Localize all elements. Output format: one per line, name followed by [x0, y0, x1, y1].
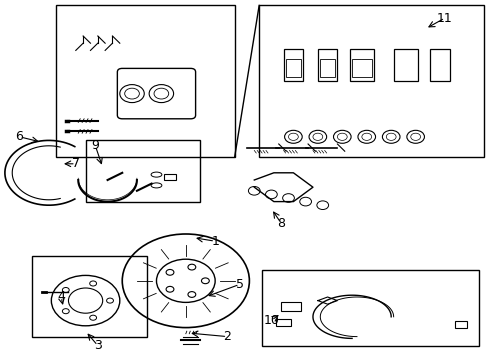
Bar [320, 59, 334, 77]
Bar [317, 49, 337, 81]
Bar [393, 49, 417, 81]
Text: 1: 1 [211, 235, 219, 248]
Text: 4: 4 [57, 291, 65, 303]
Text: 5: 5 [235, 278, 243, 291]
Text: 9: 9 [91, 139, 99, 152]
Bar [285, 59, 300, 77]
Bar [429, 49, 449, 81]
Text: 10: 10 [263, 314, 279, 327]
Bar [261, 270, 478, 346]
Bar [283, 49, 303, 81]
Bar [32, 256, 146, 337]
Bar [85, 140, 200, 202]
Bar [259, 5, 483, 157]
Text: 11: 11 [436, 12, 452, 24]
Text: 6: 6 [16, 130, 23, 143]
Text: 2: 2 [223, 330, 231, 343]
Bar [276, 319, 290, 326]
Bar [56, 5, 234, 157]
Text: 3: 3 [94, 339, 102, 352]
Text: 7: 7 [72, 157, 80, 170]
Bar [351, 59, 371, 77]
Bar [349, 49, 373, 81]
Bar [163, 174, 176, 180]
Bar [454, 321, 466, 328]
Text: 8: 8 [277, 217, 285, 230]
Bar [281, 302, 300, 311]
